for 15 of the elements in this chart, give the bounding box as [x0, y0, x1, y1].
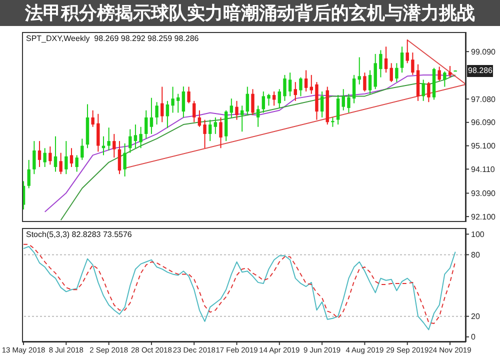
y-tick-label: 0 [471, 332, 476, 342]
y-tick-label: 97.080 [471, 94, 496, 104]
y-tick-label: 20 [471, 312, 480, 322]
y-tick-label: 96.090 [471, 118, 496, 128]
y-tick-label: 80 [471, 250, 480, 260]
chart-title: 法甲积分榜揭示球队实力暗潮涌动背后的玄机与潜力挑战 [0, 0, 500, 26]
y-tick-label: 95.100 [471, 142, 496, 151]
y-tick-label: 100 [471, 230, 485, 239]
y-tick-label: 93.090 [471, 189, 496, 198]
y-tick-label: 92.100 [471, 212, 496, 222]
chart-subtitle: SPT_DXY,Weekly 98.269 98.292 98.259 98.286 [26, 34, 199, 43]
annotation: 98.286 [467, 64, 494, 77]
y-tick-label: 94.110 [471, 164, 496, 174]
chart-title: Stoch(5,3,3) 82.8283 73.5576 [26, 230, 132, 239]
y-tick-label: 99.090 [471, 47, 496, 56]
